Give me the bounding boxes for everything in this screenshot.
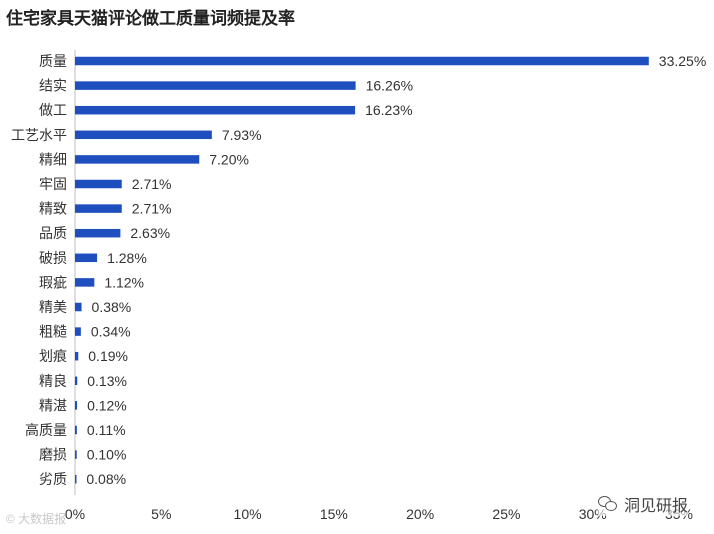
- bar: [75, 474, 77, 484]
- value-label: 0.34%: [91, 324, 131, 340]
- bar: [75, 425, 77, 435]
- value-label: 2.71%: [132, 176, 172, 192]
- category-label: 精美: [39, 300, 67, 316]
- category-label: 质量: [39, 54, 67, 70]
- category-label: 劣质: [39, 472, 67, 488]
- category-label: 粗糙: [39, 325, 67, 341]
- bar: [75, 302, 82, 312]
- bar: [75, 376, 78, 386]
- value-label: 0.08%: [86, 471, 126, 487]
- category-label: 做工: [39, 103, 67, 119]
- value-label: 0.13%: [87, 373, 127, 389]
- bar: [75, 450, 77, 459]
- bar: [75, 253, 98, 263]
- value-label: 1.12%: [104, 274, 144, 290]
- value-label: 7.20%: [209, 151, 249, 167]
- bar: [75, 204, 122, 213]
- category-label: 工艺水平: [11, 128, 67, 144]
- value-label: 0.38%: [92, 299, 132, 315]
- x-tick-label: 0%: [65, 506, 85, 522]
- watermark-right-text: 洞见研报: [624, 498, 689, 515]
- value-label: 1.28%: [107, 250, 147, 266]
- bar: [75, 56, 649, 66]
- bar: [75, 327, 81, 336]
- category-label: 磨损: [39, 448, 67, 464]
- x-tick-label: 25%: [492, 506, 520, 522]
- value-label: 16.26%: [366, 78, 413, 94]
- value-label: 7.93%: [222, 127, 262, 143]
- watermark-left: © 大数据报: [6, 512, 67, 526]
- value-label: 0.11%: [87, 422, 126, 438]
- value-label: 0.10%: [87, 447, 127, 463]
- category-label: 划痕: [39, 349, 67, 365]
- bar: [75, 179, 122, 189]
- value-label: 33.25%: [659, 53, 706, 69]
- value-label: 0.19%: [88, 348, 128, 364]
- category-label: 破损: [39, 251, 67, 267]
- bar: [75, 155, 200, 164]
- bar: [75, 351, 79, 361]
- watermark-right: 洞见研报: [598, 492, 689, 516]
- bar: [75, 278, 95, 287]
- value-label: 2.71%: [132, 201, 172, 217]
- chart-title: 住宅家具天猫评论做工质量词频提及率: [6, 9, 295, 28]
- category-label: 精细: [39, 152, 67, 168]
- wechat-icon: [598, 496, 618, 512]
- category-label: 牢固: [39, 177, 67, 193]
- category-label: 品质: [39, 226, 67, 242]
- bar: [75, 130, 212, 140]
- value-label: 16.23%: [365, 102, 412, 118]
- category-label: 精致: [39, 202, 67, 218]
- category-label: 高质量: [25, 422, 67, 439]
- x-tick-label: 10%: [234, 506, 262, 522]
- bar: [75, 105, 356, 115]
- x-tick-label: 15%: [320, 506, 348, 522]
- bar: [75, 401, 78, 410]
- value-label: 0.12%: [87, 397, 127, 413]
- x-tick-label: 20%: [406, 506, 434, 522]
- category-label: 瑕疵: [39, 275, 67, 291]
- value-label: 2.63%: [130, 225, 170, 241]
- bar: [75, 81, 356, 90]
- category-label: 结实: [39, 79, 67, 95]
- bar: [75, 228, 121, 238]
- category-label: 精湛: [39, 398, 67, 414]
- x-tick-label: 5%: [151, 506, 171, 522]
- category-label: 精良: [39, 374, 67, 390]
